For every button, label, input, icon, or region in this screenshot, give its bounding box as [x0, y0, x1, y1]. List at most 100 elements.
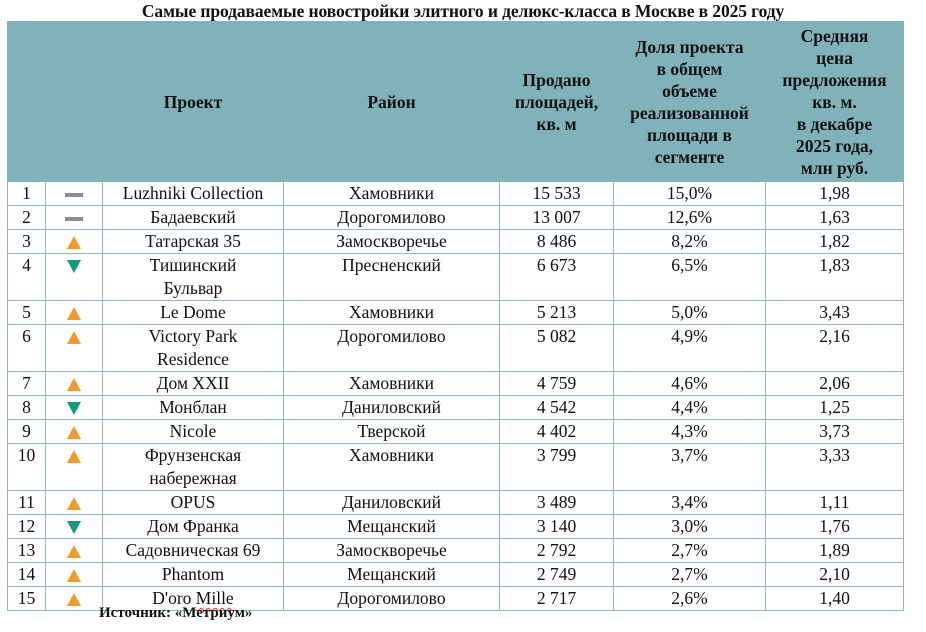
share-cell: 2,7%	[613, 538, 766, 563]
table-row: 8 Монблан Даниловский 4 542 4,4% 1,25	[7, 395, 904, 420]
table-row: 3 Татарская 35 Замоскворечье 8 486 8,2% …	[7, 229, 904, 254]
district-cell: Замоскворечье	[283, 538, 500, 563]
district-cell: Пресненский	[283, 253, 500, 301]
sold-cell: 8 486	[499, 229, 614, 254]
rank-cell: 3	[7, 229, 46, 254]
share-cell: 2,6%	[613, 586, 766, 611]
sold-cell: 3 489	[499, 490, 614, 515]
table-row: 13 Садовническая 69 Замоскворечье 2 792 …	[7, 538, 904, 563]
district-cell: Замоскворечье	[283, 229, 500, 254]
rank-cell: 12	[7, 514, 46, 539]
rank-cell: 1	[7, 181, 46, 206]
sold-cell: 15 533	[499, 181, 614, 206]
sold-cell: 13 007	[499, 205, 614, 230]
price-cell: 3,43	[765, 300, 904, 325]
district-cell: Мещанский	[283, 562, 500, 587]
rank-cell: 5	[7, 300, 46, 325]
header-line: Продано	[522, 69, 591, 90]
project-cell: Nicole	[102, 419, 284, 444]
rank-cell: 13	[7, 538, 46, 563]
sold-cell: 6 673	[499, 253, 614, 301]
header-line: 2025 года,	[795, 135, 874, 156]
triangle-down-icon	[67, 402, 81, 416]
header-line: Доля проекта	[635, 36, 744, 57]
share-cell: 15,0%	[613, 181, 766, 206]
share-cell: 8,2%	[613, 229, 766, 254]
project-cell: Дом Франка	[102, 514, 284, 539]
sold-cell: 5 082	[499, 324, 614, 372]
sold-cell: 2 717	[499, 586, 614, 611]
sold-cell: 2 749	[499, 562, 614, 587]
price-cell: 1,25	[765, 395, 904, 420]
project-cell: Бадаевский	[102, 205, 284, 230]
sold-cell: 4 759	[499, 371, 614, 396]
share-cell: 2,7%	[613, 562, 766, 587]
triangle-up-icon	[67, 545, 81, 559]
table-row: 9 Nicole Тверской 4 402 4,3% 3,73	[7, 419, 904, 444]
rank-cell: 14	[7, 562, 46, 587]
district-cell: Даниловский	[283, 395, 500, 420]
district-cell: Хамовники	[283, 300, 500, 325]
triangle-up-icon	[67, 569, 81, 583]
price-cell: 1,98	[765, 181, 904, 206]
sold-cell: 5 213	[499, 300, 614, 325]
trend-cell	[45, 562, 103, 587]
rank-cell: 15	[7, 586, 46, 611]
project-line: Бульвар	[163, 278, 223, 298]
header-line: реализованной	[630, 102, 749, 123]
header-sold: Продано площадей, кв. м	[499, 21, 614, 182]
table-row: 1 Luzhniki Collection Хамовники 15 533 1…	[7, 181, 904, 206]
header-line: в общем	[656, 58, 723, 79]
triangle-down-icon	[67, 521, 81, 535]
triangle-down-icon	[67, 260, 81, 274]
trend-cell	[45, 181, 103, 206]
dash-icon	[65, 216, 83, 221]
share-cell: 4,6%	[613, 371, 766, 396]
project-cell: OPUS	[102, 490, 284, 515]
project-line: Фрунзенская	[144, 445, 242, 465]
price-cell: 1,11	[765, 490, 904, 515]
header-line: кв. м	[536, 113, 577, 134]
district-cell: Хамовники	[283, 443, 500, 491]
rank-cell: 6	[7, 324, 46, 372]
project-line: Тишинский	[149, 255, 237, 275]
sold-cell: 4 542	[499, 395, 614, 420]
triangle-up-icon	[67, 593, 81, 607]
project-cell: Садовническая 69	[102, 538, 284, 563]
header-line: млн руб.	[800, 157, 869, 178]
ranking-table: Проект Район Продано площадей, кв. м Дол…	[7, 21, 904, 611]
source-note: Источник: «Метриум»	[99, 605, 253, 621]
share-cell: 3,4%	[613, 490, 766, 515]
price-cell: 2,16	[765, 324, 904, 372]
trend-cell	[45, 229, 103, 254]
price-cell: 2,10	[765, 562, 904, 587]
rank-cell: 9	[7, 419, 46, 444]
header-price: Средняя цена предложения кв. м. в декабр…	[765, 21, 904, 182]
triangle-up-icon	[67, 450, 81, 464]
header-line: сегменте	[654, 146, 725, 167]
triangle-up-icon	[67, 426, 81, 440]
table-row: 5 Le Dome Хамовники 5 213 5,0% 3,43	[7, 300, 904, 325]
district-cell: Дорогомилово	[283, 205, 500, 230]
sold-cell: 4 402	[499, 419, 614, 444]
share-cell: 6,5%	[613, 253, 766, 301]
project-line: набережная	[149, 468, 237, 488]
header-line: предложения	[782, 69, 887, 90]
rank-cell: 8	[7, 395, 46, 420]
project-cell: Phantom	[102, 562, 284, 587]
sold-cell: 3 140	[499, 514, 614, 539]
header-line: площади в	[647, 124, 732, 145]
trend-cell	[45, 443, 103, 491]
trend-cell	[45, 371, 103, 396]
trend-cell	[45, 514, 103, 539]
trend-cell	[45, 205, 103, 230]
project-cell: Татарская 35	[102, 229, 284, 254]
project-cell: Victory Park Residence	[102, 324, 284, 372]
share-cell: 12,6%	[613, 205, 766, 230]
spellcheck-underlined-word: Mille	[195, 588, 234, 608]
header-line: площадей,	[514, 91, 599, 112]
project-line: Victory Park	[148, 326, 238, 346]
trend-cell	[45, 324, 103, 372]
table-row: 15 D'oro Mille Дорогомилово 2 717 2,6% 1…	[7, 586, 904, 611]
header-line: цена	[816, 47, 853, 68]
